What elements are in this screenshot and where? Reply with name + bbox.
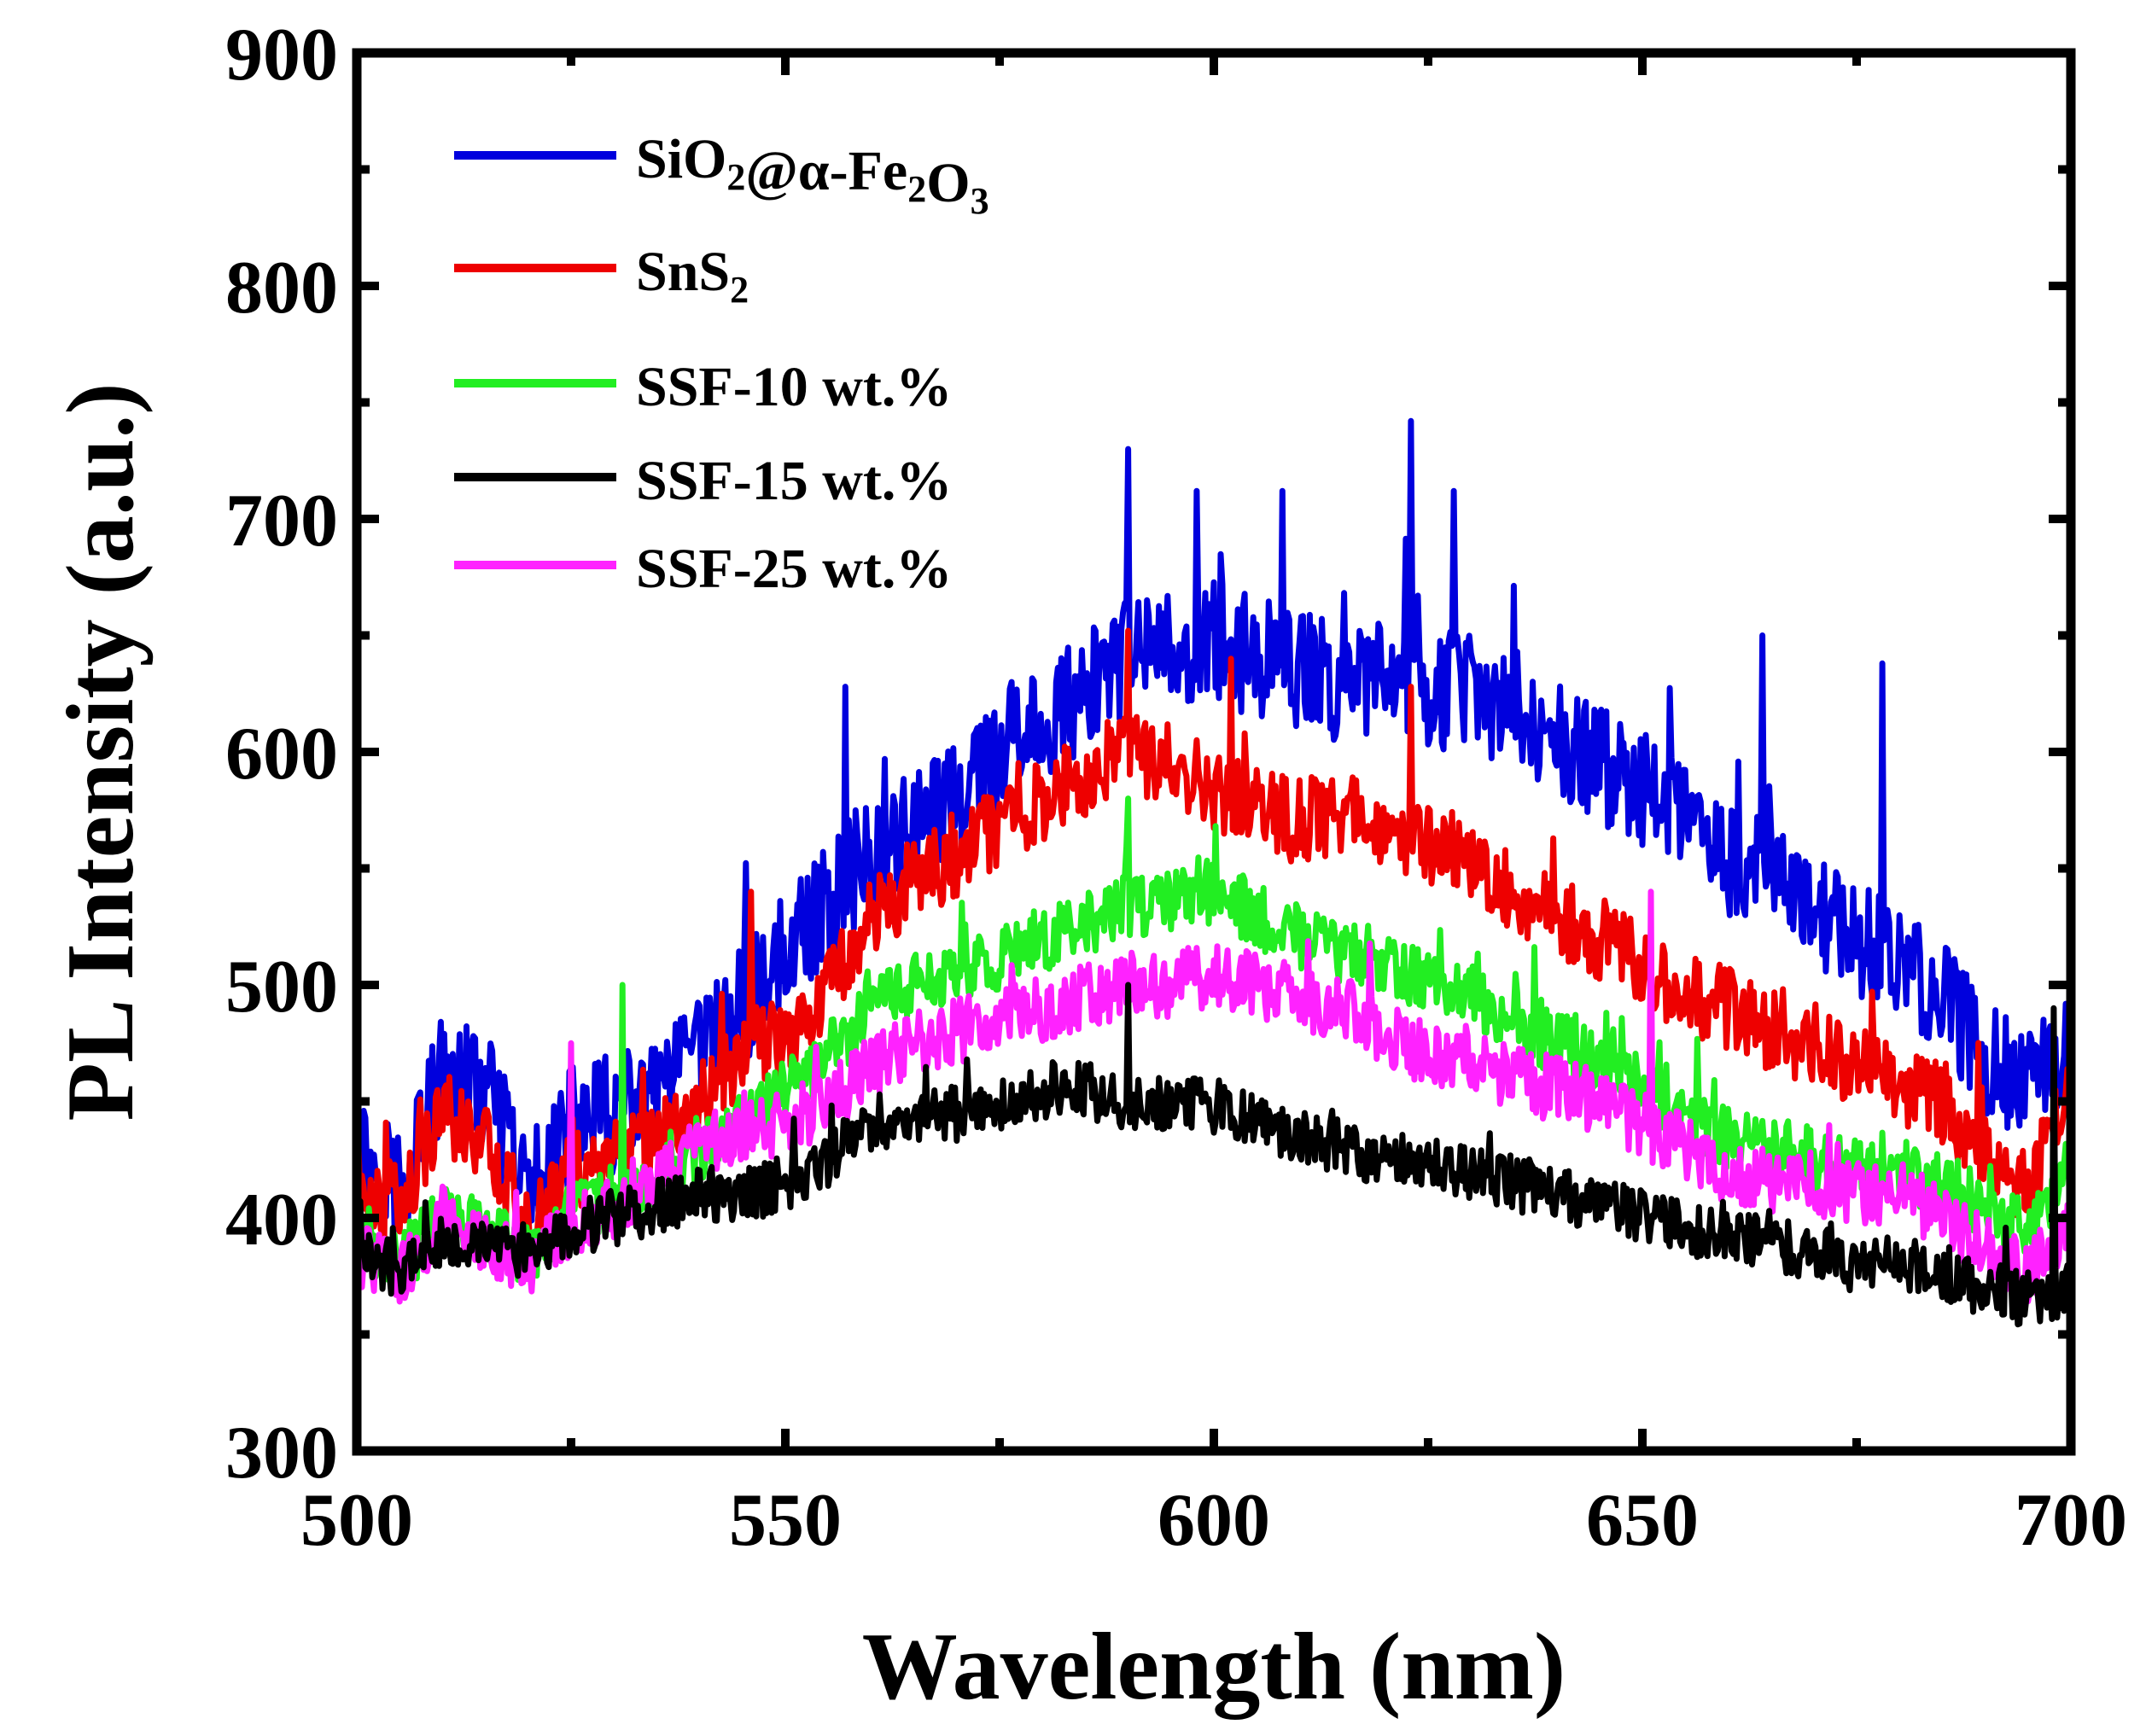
- axis-ticks: 500 550 600 650 700 300 400 500 600 700 800 900: [225, 14, 2127, 1562]
- x-axis-title: Wavelength (nm): [862, 1614, 1566, 1720]
- x-tick-label: 650: [1586, 1479, 1699, 1562]
- x-tick-label: 700: [2015, 1479, 2127, 1562]
- legend-label-4: SSF-15 wt.%: [636, 450, 952, 512]
- legend-label-3: SSF-10 wt.%: [636, 356, 952, 418]
- series-group: [357, 417, 2071, 1328]
- x-tick-label: 600: [1158, 1479, 1270, 1562]
- y-axis-title: PL Intensity (a.u.): [48, 383, 154, 1121]
- y-tick-label: 500: [225, 946, 338, 1028]
- series-line-5: [357, 888, 2071, 1305]
- legend-label-2: SnS2: [636, 241, 749, 311]
- y-tick-label: 600: [225, 713, 338, 795]
- legend: SiO2@α-Fe2O3 SnS2 SSF-10 wt.% SSF-15 wt.% SS…: [454, 128, 989, 600]
- y-tick-label: 400: [225, 1179, 338, 1261]
- y-tick-label: 300: [225, 1412, 338, 1494]
- legend-label-1: SiO2@α-Fe2O3: [636, 128, 989, 222]
- x-tick-label: 550: [729, 1479, 842, 1562]
- y-tick-label: 900: [225, 14, 338, 96]
- series-line-4: [357, 982, 2071, 1328]
- series-line-1: [357, 417, 2071, 1233]
- x-tick-label: 500: [300, 1479, 413, 1562]
- y-tick-label: 700: [225, 480, 338, 562]
- legend-label-5: SSF-25 wt.%: [636, 538, 952, 600]
- y-tick-label: 800: [225, 247, 338, 329]
